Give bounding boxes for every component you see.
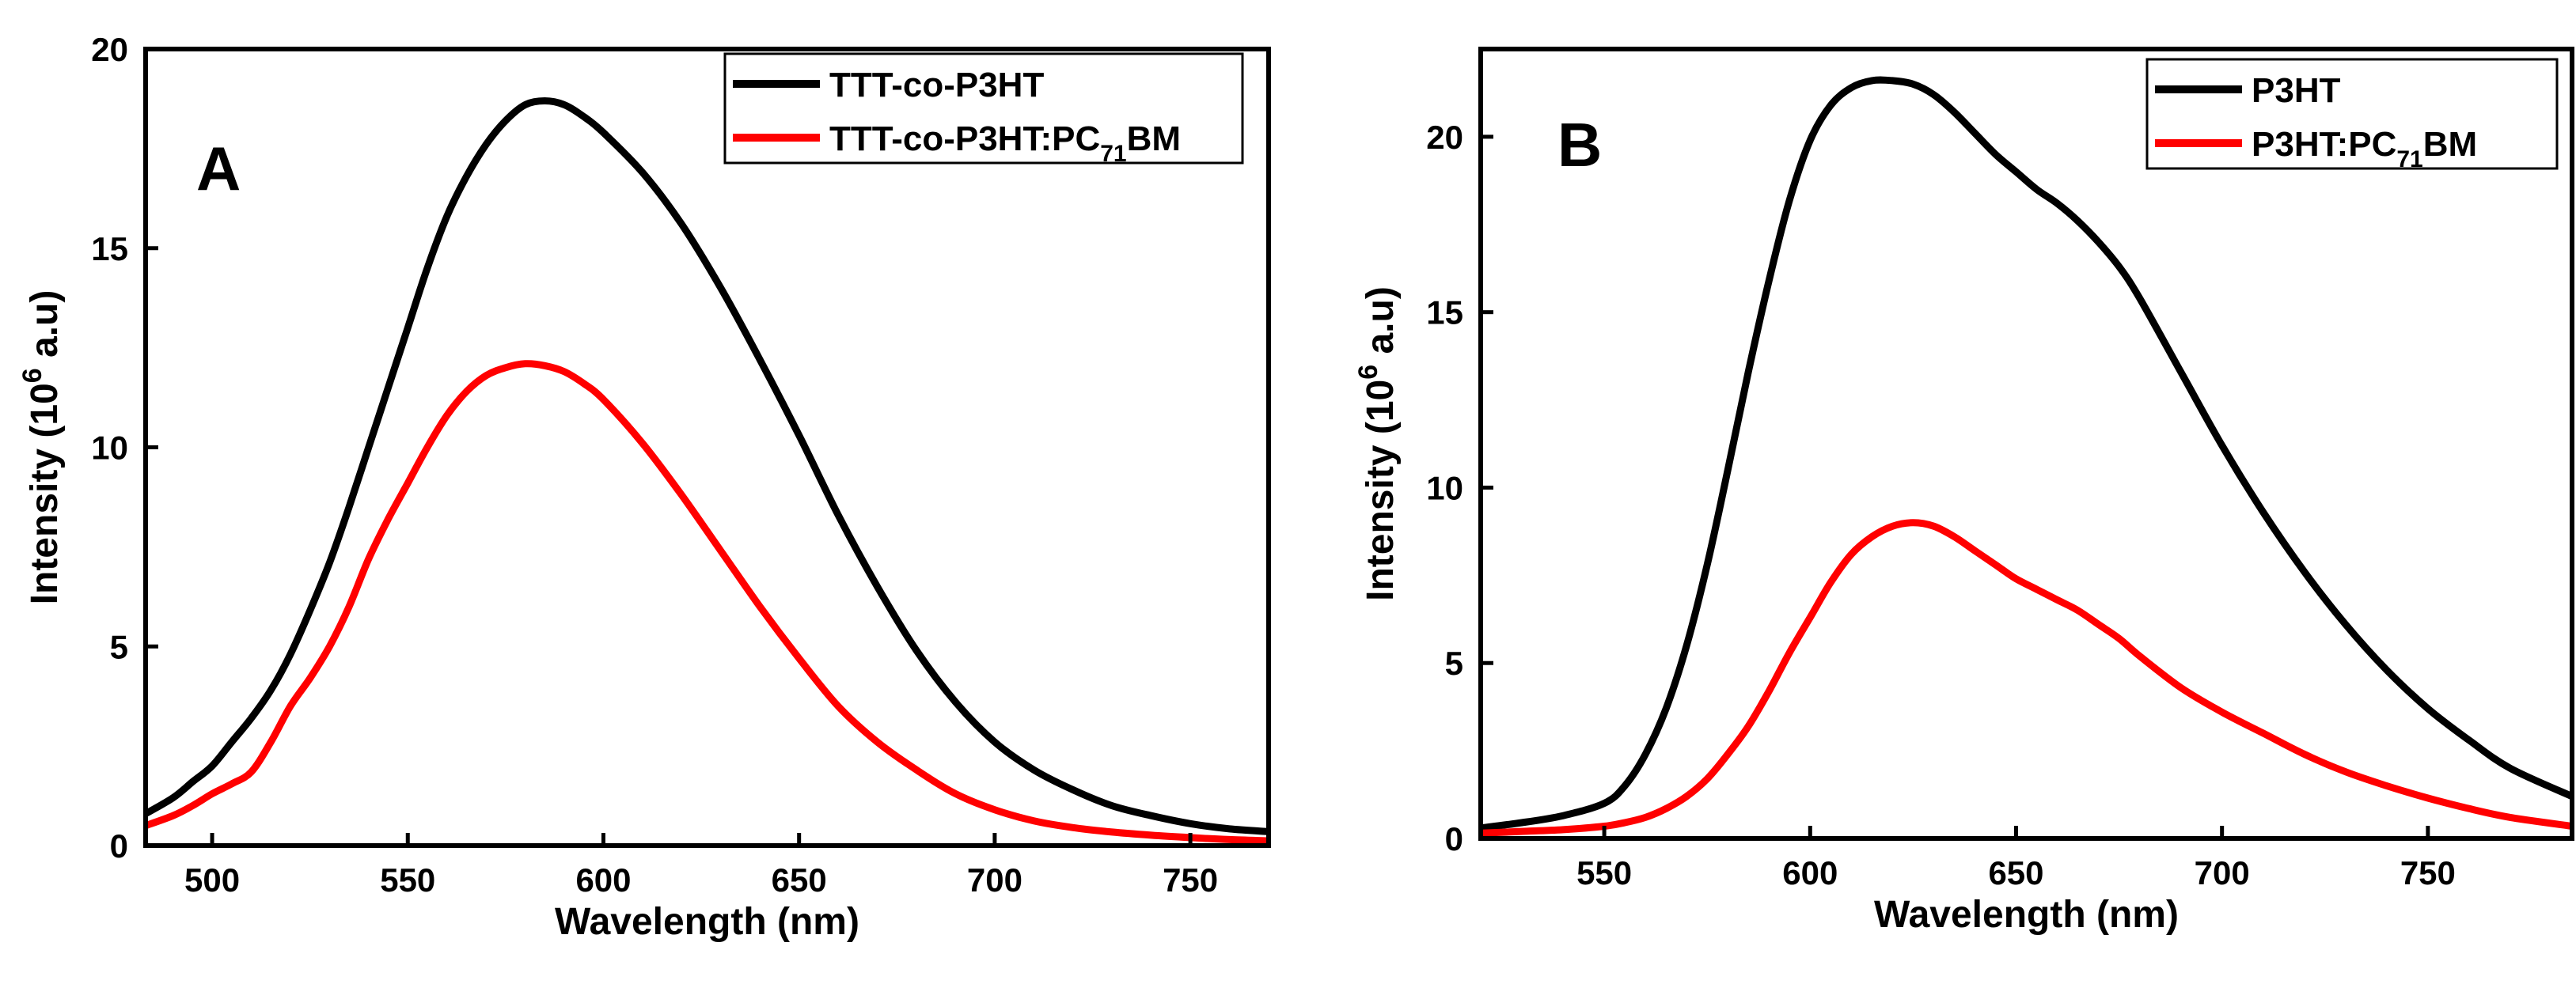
x-tick-label: 700	[967, 861, 1022, 899]
series-line-pristine	[146, 97, 1269, 835]
legend-label: P3HT	[2252, 71, 2341, 110]
x-tick-label: 750	[2400, 854, 2456, 891]
panel-b-chart: 550 600 650 700 750 0 5 10 15 20 Wavelength (nm) In…	[1353, 47, 2574, 936]
x-tick-label: 700	[2195, 854, 2250, 891]
y-tick-label: 10	[1426, 469, 1463, 506]
panel-label: A	[196, 134, 241, 203]
y-axis-title: Intensity (106 a.u)	[17, 290, 66, 605]
series-line-pristine	[1481, 76, 2572, 832]
x-tick-label: 500	[184, 861, 240, 899]
x-tick-label: 550	[380, 861, 435, 899]
x-axis-title: Wavelength (nm)	[555, 901, 859, 943]
plot-frame	[1478, 47, 2574, 841]
y-tick-label: 15	[91, 230, 128, 267]
legend: P3HT P3HT:PC71BM	[2145, 58, 2559, 172]
x-tick-label: 600	[1782, 854, 1838, 891]
x-tick-label: 600	[575, 861, 631, 899]
x-tick-label: 650	[772, 861, 827, 899]
legend-box	[723, 52, 1244, 165]
x-tick-label: 550	[1576, 854, 1632, 891]
y-axis-title: Intensity (106 a.u)	[1353, 286, 1402, 601]
panel-a-chart: 500 550 600 650 700 750 0 5 10 15 20 Wavelength (nm…	[17, 31, 1271, 943]
legend-box	[2145, 58, 2559, 170]
x-tick-label: 750	[1163, 861, 1218, 899]
legend-label: P3HT:PC71BM	[2252, 125, 2477, 172]
series-line-blend	[1481, 519, 2572, 837]
legend-label: TTT-co-P3HT:PC71BM	[829, 119, 1181, 167]
y-tick-label: 0	[1445, 820, 1463, 857]
legend-label: TTT-co-P3HT	[829, 66, 1044, 104]
y-tick-label: 0	[110, 827, 128, 865]
y-tick-label: 5	[1445, 645, 1463, 682]
series-line-blend	[146, 360, 1269, 845]
panel-label: B	[1557, 110, 1602, 180]
y-tick-label: 10	[91, 430, 128, 467]
y-tick-label: 20	[1426, 119, 1463, 156]
legend: TTT-co-P3HT TTT-co-P3HT:PC71BM	[723, 52, 1244, 167]
y-tick-label: 20	[91, 31, 128, 68]
x-tick-label: 650	[1988, 854, 2043, 891]
y-tick-label: 15	[1426, 294, 1463, 331]
y-tick-label: 5	[110, 628, 128, 665]
x-axis-title: Wavelength (nm)	[1874, 894, 2179, 936]
plot-frame	[143, 47, 1271, 848]
